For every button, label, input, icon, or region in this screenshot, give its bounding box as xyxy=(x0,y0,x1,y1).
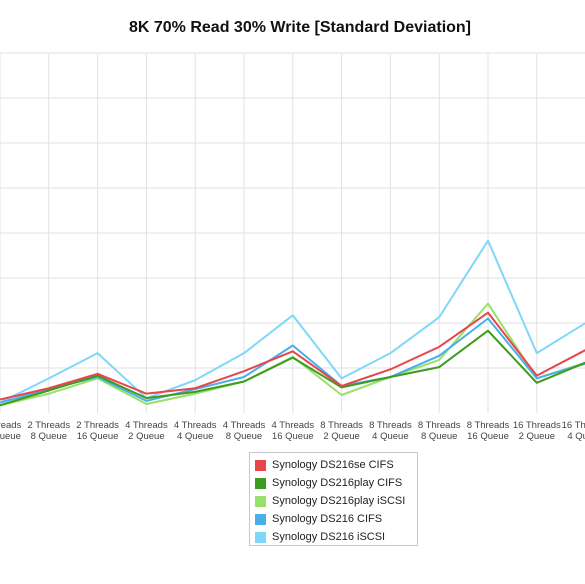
x-tick-label: 4 Threads 8 Queue xyxy=(223,420,266,442)
series-lines xyxy=(0,239,585,407)
legend-swatch xyxy=(255,495,266,507)
x-tick-label: 8 Threads 8 Queue xyxy=(418,420,461,442)
x-tick-label: 2 Threads 16 Queue xyxy=(76,420,119,442)
x-tick-label: 2 Threads 8 Queue xyxy=(27,420,70,442)
x-tick-label: 8 Threads 2 Queue xyxy=(320,420,363,442)
legend-label: Synology DS216se CIFS xyxy=(272,459,394,471)
legend-swatch xyxy=(255,459,266,471)
x-tick-label: 4 Threads 4 Queue xyxy=(174,420,217,442)
legend-item: Synology DS216 CIFS xyxy=(255,510,417,528)
legend-label: Synology DS216 iSCSI xyxy=(272,531,386,543)
legend-label: Synology DS216 CIFS xyxy=(272,513,383,525)
series-line-0 xyxy=(0,311,585,401)
legend-label: Synology DS216play CIFS xyxy=(272,477,403,489)
series-line-4 xyxy=(0,239,585,404)
legend-swatch xyxy=(255,531,266,543)
legend-label: Synology DS216play iSCSI xyxy=(272,495,406,507)
legend-item: Synology DS216 iSCSI xyxy=(255,528,417,546)
legend-item: Synology DS216play iSCSI xyxy=(255,492,417,510)
x-tick-label: 16 Threads 2 Queue xyxy=(513,420,561,442)
legend-item: Synology DS216se CIFS xyxy=(255,456,417,474)
legend-item: Synology DS216play CIFS xyxy=(255,474,417,492)
legend: Synology DS216se CIFS Synology DS216play … xyxy=(249,452,418,546)
legend-swatch xyxy=(255,477,266,489)
x-tick-label: 4 Threads 16 Queue xyxy=(271,420,314,442)
legend-swatch xyxy=(255,513,266,525)
series-line-1 xyxy=(0,329,585,407)
x-tick-label: 8 Threads 16 Queue xyxy=(467,420,510,442)
x-tick-label: 8 Threads 4 Queue xyxy=(369,420,412,442)
x-tick-label: 4 Threads 2 Queue xyxy=(125,420,168,442)
series-line-3 xyxy=(0,317,585,404)
chart-title: 8K 70% Read 30% Write [Standard Deviatio… xyxy=(128,19,472,36)
